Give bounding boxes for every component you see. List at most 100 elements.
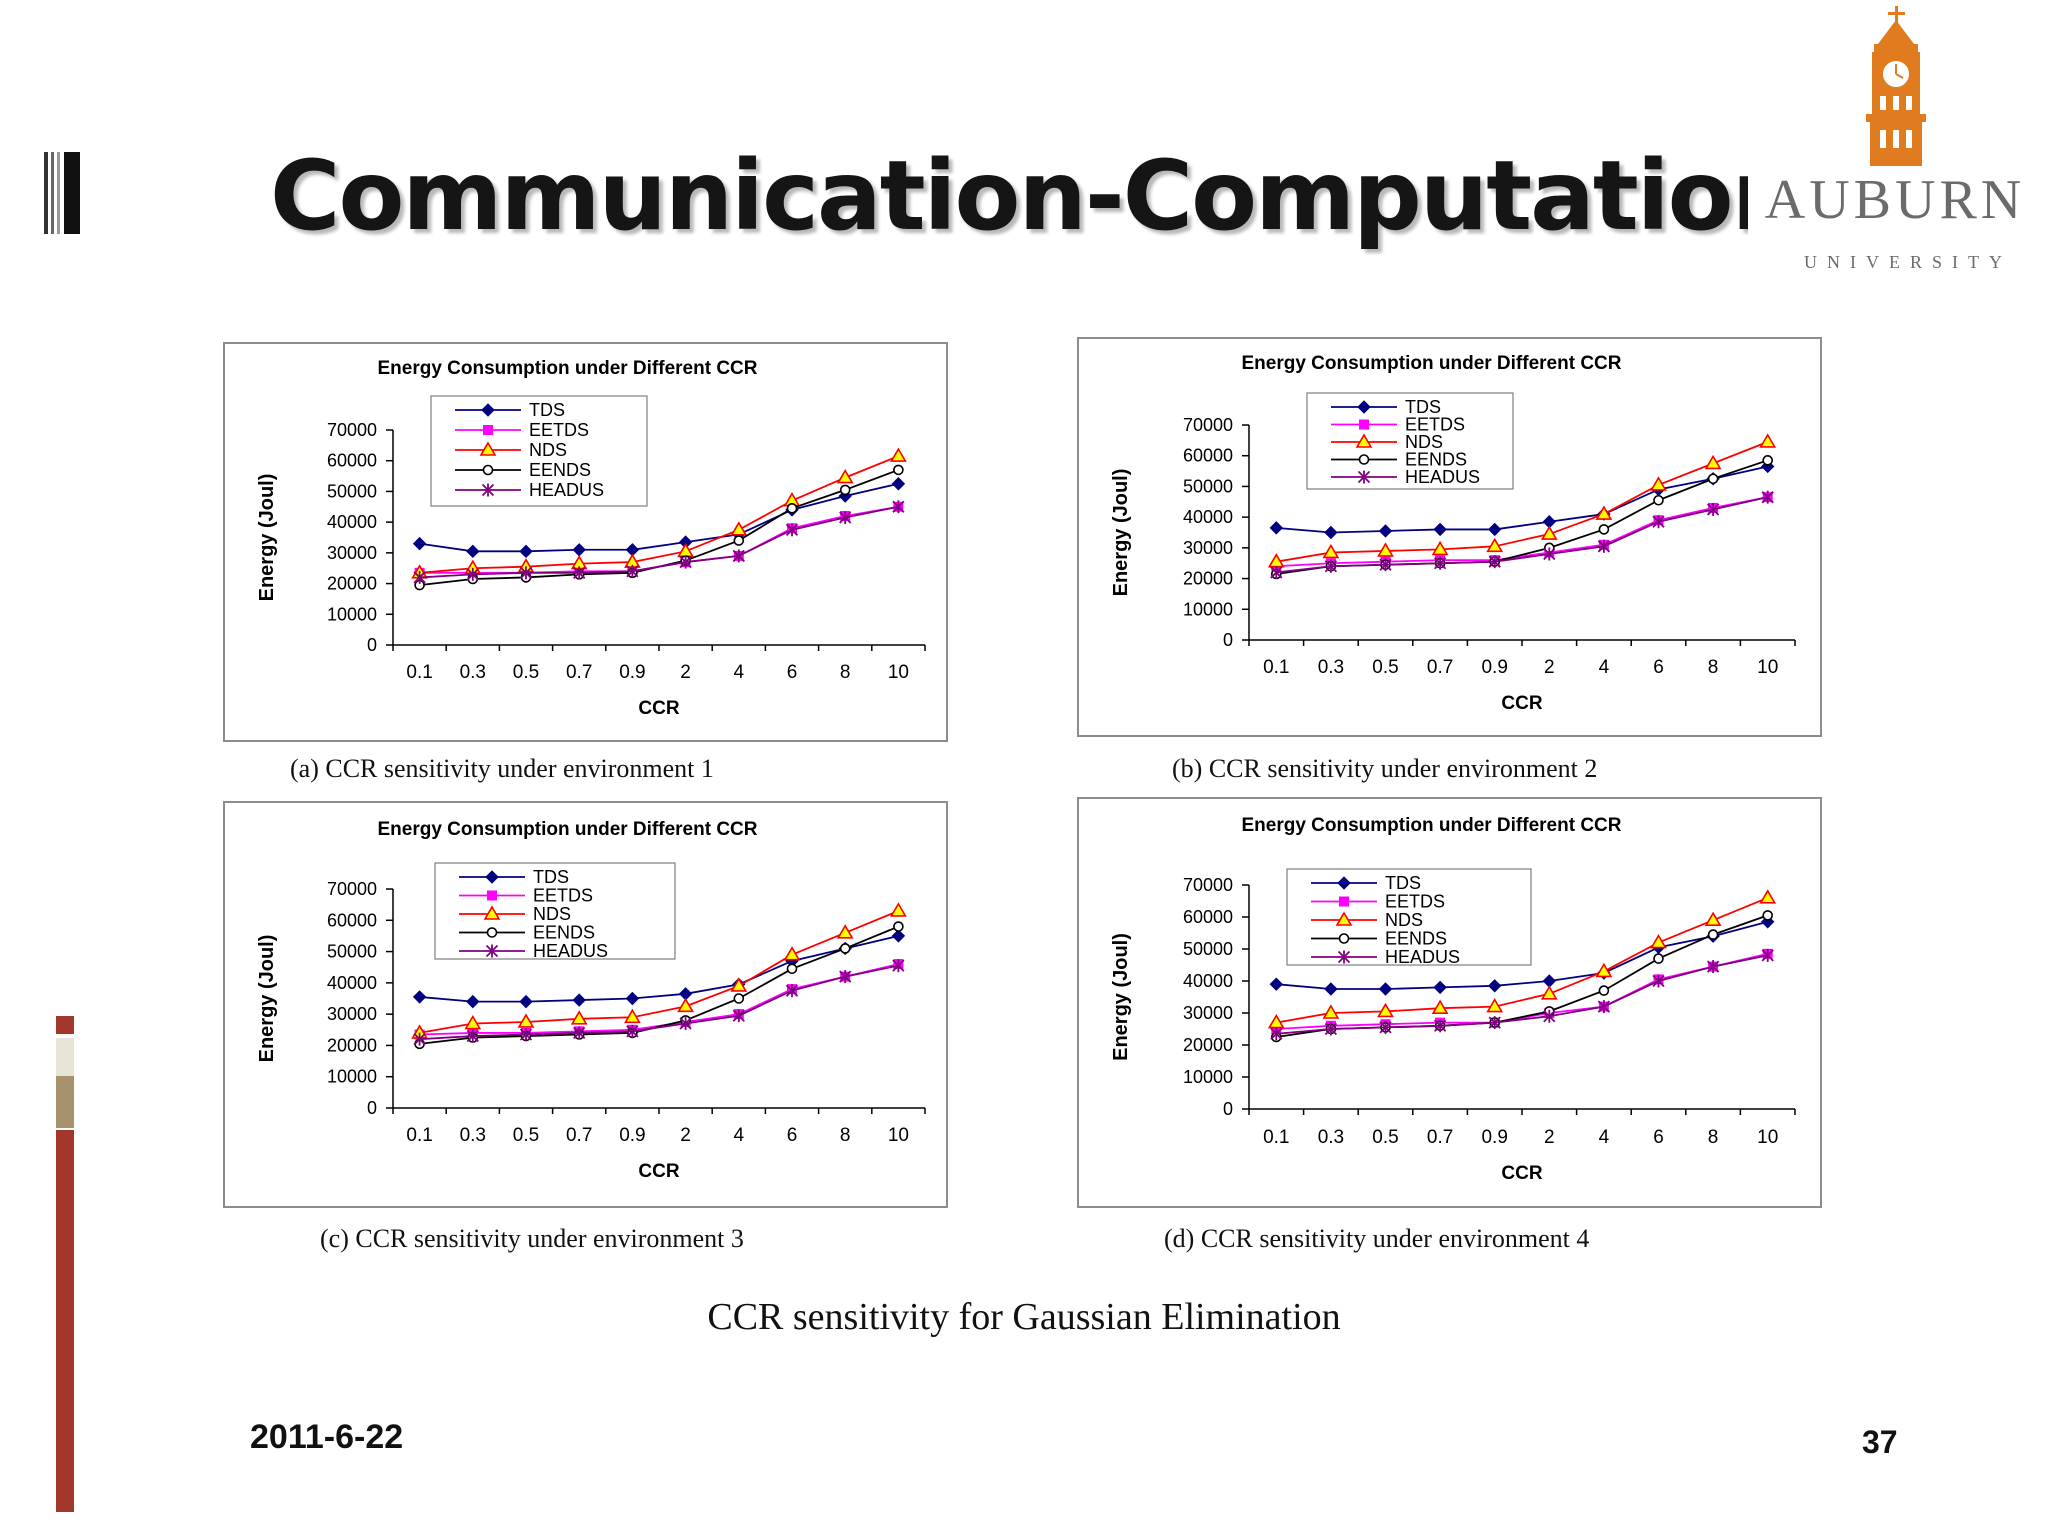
chart-b-point-headus [1433,556,1447,570]
chart-c-legend-marker-eetds [487,890,497,901]
chart-b-point-tds [1324,525,1338,540]
chart-d-point-nds [1704,911,1722,926]
chart-c-point-eends [733,993,745,1004]
chart-d-xtick-label: 0.5 [1372,1127,1398,1148]
chart-d-point-headus [1543,1009,1556,1023]
chart-c-point-nds [730,977,748,992]
chart-b-point-eends [1762,455,1774,466]
chart-a-legend-item-tds: TDS [455,400,565,420]
chart-d-point-headus [1270,1027,1283,1041]
chart-d-xtick-label: 4 [1599,1127,1610,1148]
chart-d-ytick-label: 20000 [1183,1035,1233,1055]
chart-c-xtick-label: 0.5 [513,1125,539,1146]
chart-d-series-tds [1269,915,1775,996]
chart-b-ytick-label: 40000 [1183,507,1233,527]
chart-b-legend-label-eetds: EETDS [1405,415,1465,435]
subcaption-a: (a) CCR sensitivity under environment 1 [290,754,714,784]
chart-d-legend-label-tds: TDS [1385,873,1421,893]
chart-d-xtick-label: 6 [1653,1127,1664,1148]
chart-a-point-tds [519,544,533,559]
chart-c-point-headus [679,1017,692,1031]
chart-b-legend-item-nds: NDS [1331,432,1443,452]
chart-b-legend-item-headus: HEADUS [1331,467,1480,487]
chart-b-xtick-label: 0.9 [1481,657,1507,678]
tower-icon [1866,6,1926,166]
chart-a-point-nds [890,447,907,462]
chart-c-point-nds [517,1013,535,1028]
chart-a: Energy Consumption under Different CCR 0 1… [223,342,948,742]
chart-a-xtick-label: 8 [840,662,851,683]
chart-a-legend-item-nds: NDS [455,440,567,460]
chart-c-point-nds [464,1014,482,1030]
chart-a-ytick-label: 10000 [327,604,377,624]
chart-d-ytick-label: 0 [1223,1099,1233,1119]
chart-a-xtick-label: 2 [680,662,691,683]
chart-d-svg: Energy Consumption under Different CCR 0 1… [1110,815,1796,1184]
chart-d-point-nds [1486,998,1504,1013]
chart-b-legend-item-eends: EENDS [1331,450,1467,470]
chart-d-legend-marker-tds [1337,876,1351,890]
chart-a-line-tds [419,482,899,553]
chart-a-legend-marker-tds [481,403,495,417]
subcaption-b-text: CCR sensitivity under environment 2 [1208,754,1598,783]
chart-b: Energy Consumption under Different CCR 0 1… [1077,337,1822,737]
chart-b-point-tds [1269,521,1284,535]
chart-c-ytick-label: 20000 [327,1035,377,1055]
chart-b-point-tds [1433,522,1447,537]
chart-b-legend-marker-nds [1355,433,1373,448]
slide-date: 2011-6-22 [250,1418,404,1456]
chart-c-xtick-label: 4 [734,1125,745,1146]
chart-b-line-headus [1276,496,1768,574]
chart-c-point-headus [785,984,799,998]
chart-c-xtick-label: 0.9 [619,1125,645,1146]
chart-c-legend-item-eends: EENDS [459,923,595,943]
chart-d-point-tds [1487,979,1502,993]
chart-d-legend-item-eends: EENDS [1311,929,1447,949]
chart-c-legend-label-nds: NDS [533,904,571,924]
chart-c-legend-label-headus: HEADUS [533,941,608,961]
chart-b-point-headus [1324,559,1338,573]
chart-b-point-nds [1595,505,1613,520]
subcaption-d: (d) CCR sensitivity under environment 4 [1164,1224,1589,1254]
chart-d-point-nds [1759,889,1777,904]
chart-b-series-nds [1267,433,1777,568]
chart-b-xtick-label: 8 [1708,657,1719,678]
chart-a-xlabel: CCR [638,698,679,719]
chart-c-legend-label-eends: EENDS [533,923,595,943]
chart-b-point-eends [1598,524,1610,535]
chart-c-legend-label-tds: TDS [533,867,569,887]
page-number: 37 [1862,1424,1898,1460]
chart-b-point-nds [1759,433,1777,448]
figure-caption: CCR sensitivity for Gaussian Elimination [707,1296,1341,1338]
chart-a-line-nds [419,455,899,574]
chart-a-point-headus [732,549,745,563]
chart-a-legend-label-nds: NDS [529,440,567,460]
chart-c-xtick-label: 2 [680,1125,691,1146]
chart-c-point-eends [839,943,851,954]
chart-c-point-headus [519,1027,533,1041]
chart-b-legend-label-headus: HEADUS [1405,467,1480,487]
chart-d-legend-label-eends: EENDS [1385,929,1447,949]
chart-a-legend-marker-nds [479,441,497,456]
chart-c-legend-marker-eends [486,927,498,938]
chart-d-xtick-label: 0.1 [1263,1127,1289,1148]
chart-a-point-eends [733,535,745,546]
chart-a-legend-item-eends: EENDS [455,460,591,480]
chart-b-xlabel: CCR [1501,693,1542,714]
subcaption-d-label: (d) [1164,1224,1195,1253]
chart-c-line-headus [419,964,899,1041]
chart-d-point-nds [1650,934,1667,949]
chart-a-point-headus [519,566,533,580]
chart-b-ytick-label: 50000 [1183,476,1233,496]
chart-d-point-eends [1707,929,1719,940]
chart-a-xtick-label: 0.7 [566,662,592,683]
chart-d-xtick-label: 0.9 [1481,1127,1507,1148]
chart-c-ytick-label: 10000 [327,1067,377,1087]
chart-c-legend-label-eetds: EETDS [533,886,593,906]
chart-d-point-eends [1762,910,1774,921]
chart-c-ytick-label: 40000 [327,973,377,993]
chart-d-xtick-label: 10 [1757,1127,1778,1148]
chart-a-line-headus [419,505,899,579]
chart-a-point-headus [892,500,905,514]
chart-a-ytick-label: 50000 [327,481,377,501]
